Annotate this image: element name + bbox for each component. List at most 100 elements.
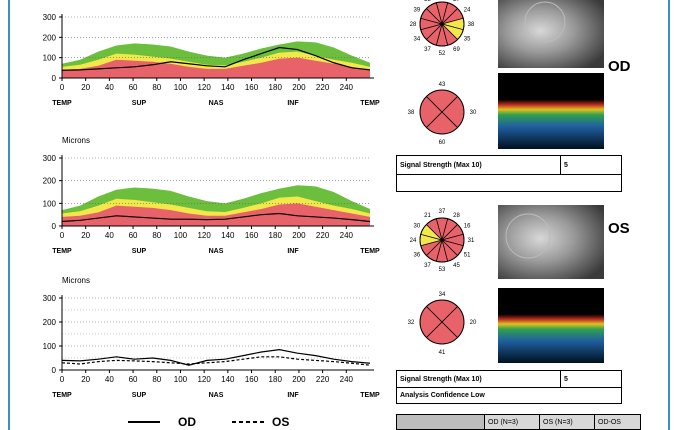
clock-value: 35 [464, 37, 471, 43]
series-od-line [61, 46, 371, 71]
y-tick-label: 200 [43, 33, 57, 42]
quadrant-value: 34 [439, 292, 446, 298]
sector-label: SUP [132, 100, 147, 107]
x-tick-label: 100 [174, 375, 188, 384]
y-tick-label: 0 [52, 74, 57, 83]
summary-table-header: OD (N=3) OS (N=3) OD-OS [396, 414, 641, 430]
quadrant-value: 32 [408, 320, 415, 326]
sector-label: INF [287, 248, 299, 255]
sector-label: NAS [209, 100, 224, 107]
clock-value: 31 [468, 238, 475, 244]
left-border [8, 0, 10, 430]
sector-label: TEMP [360, 248, 380, 255]
x-tick-label: 0 [60, 375, 65, 384]
x-tick-label: 100 [174, 231, 188, 240]
sector-label: INF [287, 392, 299, 399]
y-tick-label: 200 [43, 318, 57, 327]
legend-os-label: OS [272, 415, 289, 429]
clock-value: 34 [414, 37, 421, 43]
x-tick-label: 0 [60, 231, 65, 240]
chart-title: Microns [62, 276, 90, 285]
od-quadrant-chart: 43 30 60 38 [408, 82, 477, 146]
chart-title: Microns [62, 136, 90, 145]
series-od-line [61, 348, 371, 366]
x-tick-label: 180 [269, 83, 283, 92]
sector-label: INF [287, 100, 299, 107]
clock-value: 39 [414, 8, 421, 14]
y-tick-label: 100 [43, 342, 57, 351]
x-tick-label: 160 [245, 231, 259, 240]
y-tick-label: 300 [43, 294, 57, 303]
od-signal-label: Signal Strength (Max 10) [397, 156, 561, 174]
legend-od-label: OD [178, 415, 196, 429]
x-tick-label: 140 [221, 231, 235, 240]
clock-value: 37 [424, 47, 431, 53]
x-tick-label: 0 [60, 83, 65, 92]
sector-label: TEMP [360, 392, 380, 399]
quadrant-value: 30 [470, 110, 477, 116]
y-tick-label: 100 [43, 54, 57, 63]
quadrant-value: 20 [470, 320, 477, 326]
summary-header-blank [397, 415, 485, 429]
x-tick-label: 200 [292, 375, 306, 384]
x-tick-label: 60 [129, 375, 138, 384]
od-fundus-image [498, 0, 604, 68]
od-signal-value: 5 [564, 161, 568, 169]
x-tick-label: 120 [197, 83, 211, 92]
x-tick-label: 220 [316, 375, 330, 384]
abnormal-band [62, 57, 370, 78]
os-quadrant-chart: 34 20 41 32 [408, 292, 477, 356]
x-tick-label: 60 [129, 231, 138, 240]
series-os-line [61, 356, 371, 366]
y-tick-label: 300 [43, 13, 57, 22]
os-confidence-row: Analysis Confidence Low [396, 387, 622, 404]
y-tick-label: 0 [52, 222, 57, 231]
quadrant-value: 43 [439, 82, 446, 88]
x-tick-label: 120 [197, 375, 211, 384]
x-tick-label: 120 [197, 231, 211, 240]
os-signal-value: 5 [564, 375, 568, 383]
x-tick-label: 140 [221, 375, 235, 384]
clock-value: 37 [439, 209, 446, 215]
y-tick-label: 300 [43, 154, 57, 163]
clock-value: 51 [464, 253, 471, 259]
od-signal-row: Signal Strength (Max 10) 5 [396, 155, 622, 175]
os-signal-row: Signal Strength (Max 10) 5 [396, 370, 622, 388]
x-tick-label: 20 [81, 83, 90, 92]
clock-value: 24 [410, 238, 417, 244]
x-tick-label: 40 [105, 375, 114, 384]
series-os-line [61, 212, 371, 223]
quadrant-divider [426, 306, 458, 338]
x-tick-label: 200 [292, 83, 306, 92]
x-tick-label: 20 [81, 231, 90, 240]
od-rnfl-chart: 0 100 200 300 0 20 40 60 80 100 120 140 160 180 200 220… [43, 13, 380, 107]
od-confidence-text [397, 175, 621, 191]
os-confidence-text: Analysis Confidence Low [400, 392, 485, 399]
os-fundus-image [498, 205, 604, 279]
clock-value: 24 [464, 8, 471, 14]
x-tick-label: 180 [269, 375, 283, 384]
x-tick-label: 200 [292, 231, 306, 240]
x-tick-label: 140 [221, 83, 235, 92]
os-scan-circle [505, 213, 551, 259]
x-tick-label: 100 [174, 83, 188, 92]
od-oct-image [498, 73, 604, 149]
clock-value: 16 [464, 224, 471, 230]
legend: OD OS [128, 415, 289, 429]
od-scan-circle [524, 1, 566, 43]
quadrant-value: 38 [408, 110, 415, 116]
clock-value: 52 [439, 51, 446, 57]
od-eye-label: OD [608, 58, 631, 75]
sector-label: TEMP [52, 100, 72, 107]
clock-outline [419, 217, 465, 263]
x-tick-label: 80 [152, 83, 161, 92]
x-tick-label: 160 [245, 83, 259, 92]
quadrant-divider [426, 96, 458, 128]
summary-header-od: OD (N=3) [485, 415, 540, 429]
x-tick-label: 180 [269, 231, 283, 240]
od-confidence-row [396, 174, 622, 192]
sector-label: NAS [209, 248, 224, 255]
summary-header-os: OS (N=3) [540, 415, 595, 429]
